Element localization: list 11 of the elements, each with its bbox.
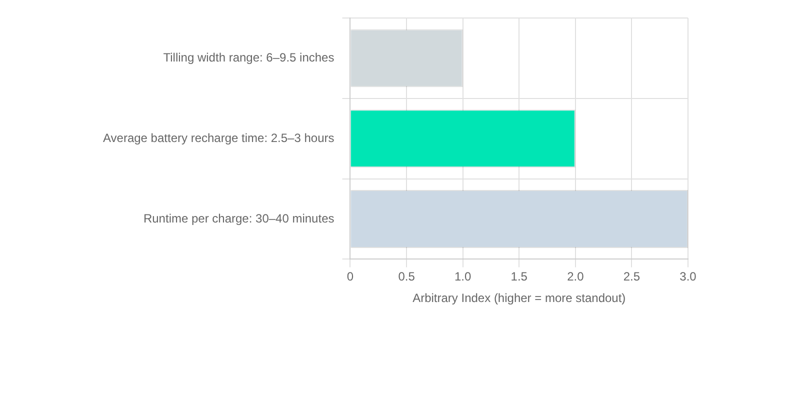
x-tick-label: 2.0 [567, 270, 584, 284]
x-axis-title: Arbitrary Index (higher = more standout) [412, 291, 626, 306]
y-tick-label: Average battery recharge time: 2.5–3 hours [102, 130, 334, 145]
y-tick-label: Runtime per charge: 30–40 minutes [143, 211, 334, 226]
x-tick-label: 1.0 [454, 270, 472, 284]
x-tick-label: 0 [346, 270, 354, 284]
x-tick-label: 3.0 [680, 270, 697, 284]
x-tick-label: 0.5 [398, 270, 416, 284]
y-tick-label: Tilling width range: 6–9.5 inches [163, 50, 334, 65]
x-tick-label: 2.5 [623, 270, 640, 284]
x-tick-label: 1.5 [510, 270, 528, 284]
